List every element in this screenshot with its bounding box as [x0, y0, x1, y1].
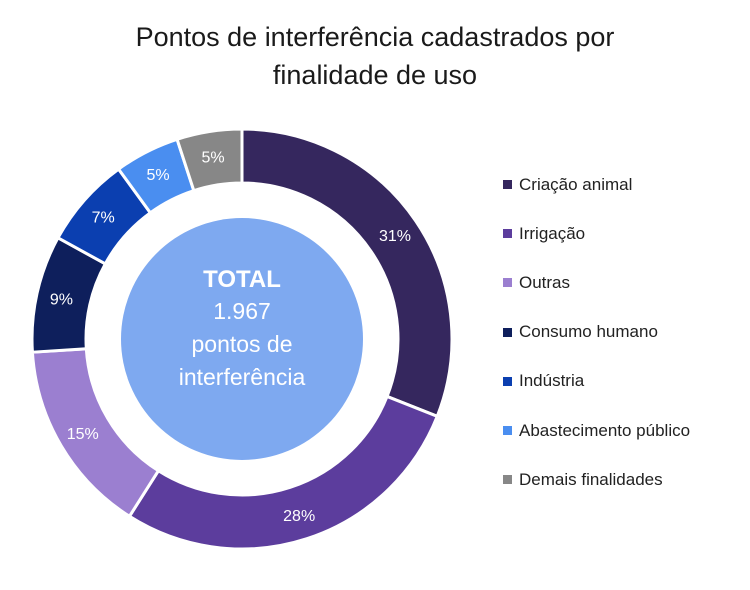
legend-item-6: Demais finalidades [503, 455, 690, 504]
chart-title-line-2: finalidade de uso [272, 60, 478, 90]
legend-swatch-5 [503, 426, 512, 436]
center-line-2: pontos de [191, 331, 292, 357]
legend-label-4: Indústria [519, 371, 585, 391]
legend-swatch-1 [503, 229, 512, 239]
donut-slices [30, 127, 454, 551]
legend-swatch-2 [503, 278, 512, 288]
center-circle [121, 218, 363, 460]
slice-labels: 31% 28% 15% 9% 7% 5% 5% [50, 149, 411, 525]
legend-label-1: Irrigação [519, 223, 586, 243]
slice-label-2: 15% [67, 426, 99, 443]
legend-swatch-0 [503, 180, 512, 190]
slice-label-5: 5% [146, 167, 169, 184]
chart-title-line-1: Pontos de interferência cadastrados por [135, 22, 615, 52]
slice-label-6: 5% [201, 149, 224, 166]
legend-label-5: Abastecimento público [519, 420, 691, 440]
chart-title: Pontos de interferência cadastrados por … [0, 18, 750, 94]
legend-label-0: Criação animal [519, 174, 633, 194]
center-line-1: 1.967 [213, 298, 271, 324]
slice-label-3: 9% [50, 292, 73, 309]
legend-swatch-3 [503, 327, 512, 337]
legend: Criação animal Irrigação Outras Consumo hum… [503, 160, 690, 504]
legend-swatch-6 [503, 475, 512, 485]
legend-item-0: Criação animal [503, 160, 690, 209]
legend-label-6: Demais finalidades [519, 469, 663, 489]
center-heading: TOTAL [203, 266, 281, 293]
center-line-3: interferência [179, 364, 306, 390]
slice-6 [175, 127, 244, 193]
legend-item-3: Consumo humano [503, 308, 690, 357]
legend-label-3: Consumo humano [519, 322, 658, 342]
legend-item-1: Irrigação [503, 209, 690, 258]
slice-label-1: 28% [283, 508, 315, 525]
legend-item-5: Abastecimento público [503, 406, 690, 455]
legend-swatch-4 [503, 376, 512, 386]
legend-label-2: Outras [519, 272, 571, 292]
slice-label-0: 31% [379, 228, 411, 245]
legend-item-4: Indústria [503, 357, 690, 406]
legend-item-2: Outras [503, 258, 690, 307]
slice-label-4: 7% [92, 210, 115, 227]
